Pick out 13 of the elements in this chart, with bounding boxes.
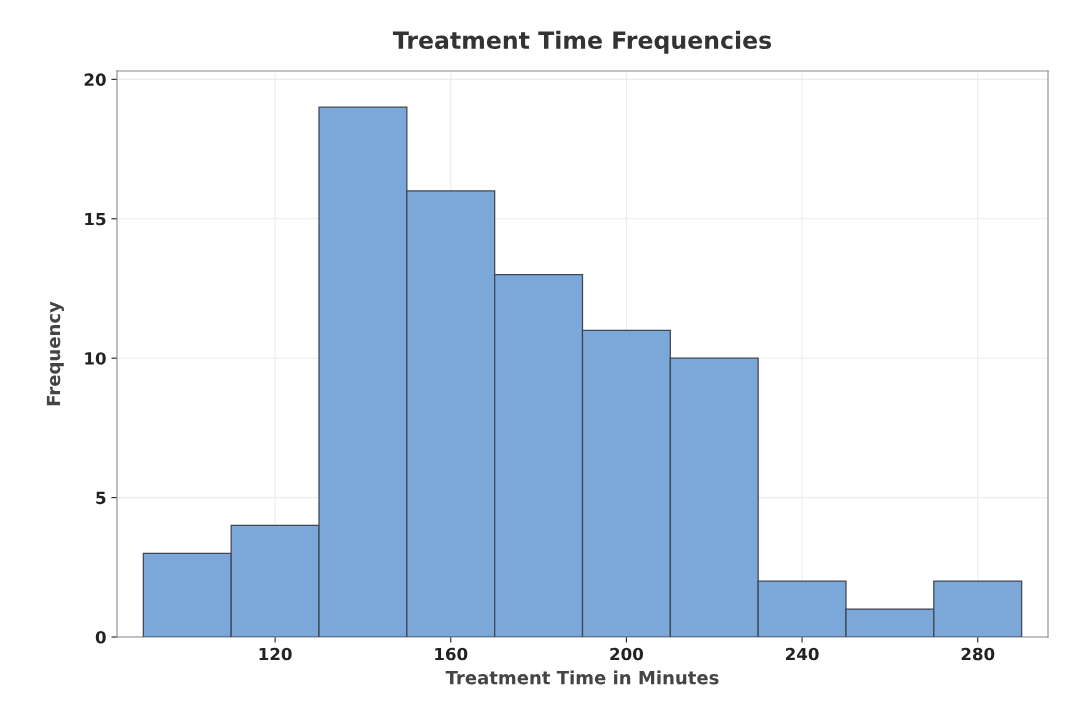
x-tick-label: 200: [610, 647, 644, 661]
y-tick-label: 10: [85, 352, 106, 365]
x-tick-label: 160: [435, 647, 468, 661]
x-tick-label: 120: [259, 647, 292, 661]
y-tick-label: 0: [95, 630, 106, 644]
y-axis-title: Frequency: [46, 301, 64, 406]
x-tick-label: 240: [786, 647, 819, 661]
chart-title: Treatment Time Frequencies: [392, 30, 772, 54]
x-axis-title: Treatment Time in Minutes: [445, 670, 719, 685]
y-tick-label: 15: [85, 212, 106, 226]
y-tick-label: 5: [96, 491, 106, 505]
y-tick-label: 20: [84, 73, 106, 86]
x-tick-label: 280: [961, 647, 995, 661]
